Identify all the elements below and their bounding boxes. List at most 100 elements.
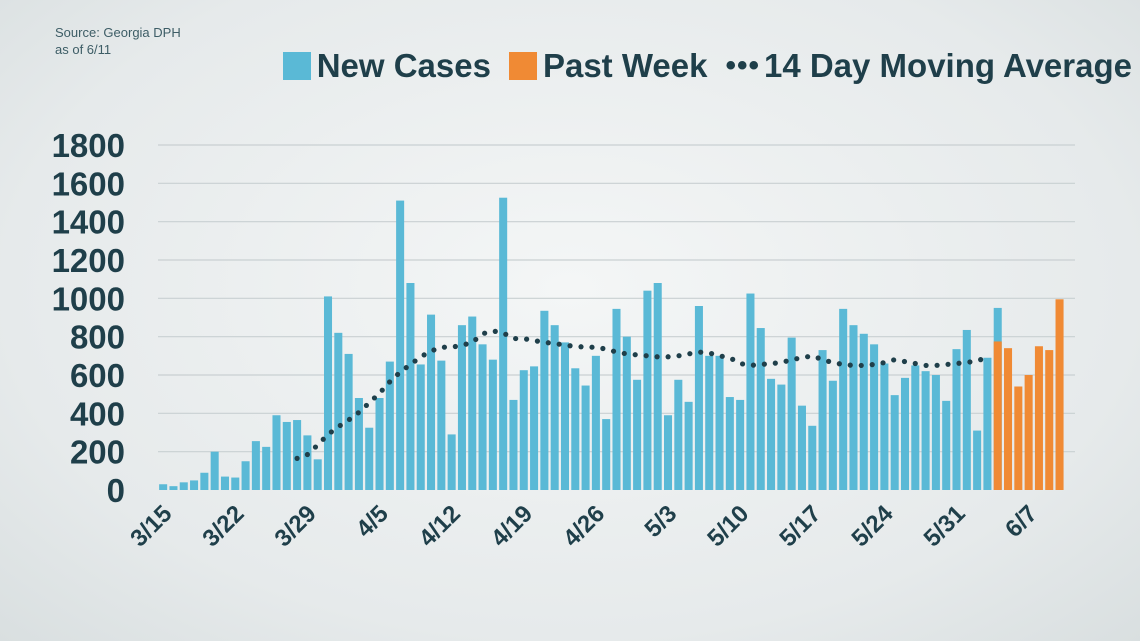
moving-average-dot xyxy=(891,357,897,363)
moving-average-dot xyxy=(730,356,736,362)
moving-average-dot xyxy=(847,362,853,368)
moving-average-dot xyxy=(473,336,479,343)
moving-average-dot xyxy=(320,436,326,442)
moving-average-dot xyxy=(772,360,778,366)
new-cases-bar xyxy=(653,283,662,490)
new-cases-bar xyxy=(344,353,353,490)
moving-average-dot xyxy=(431,347,437,353)
new-cases-bar xyxy=(633,379,642,490)
moving-average-dot xyxy=(513,335,519,342)
new-cases-bar xyxy=(303,435,312,490)
new-cases-bar xyxy=(684,401,693,490)
x-tick-label: 5/3 xyxy=(640,500,683,543)
moving-average-dot xyxy=(708,351,715,357)
new-cases-bar xyxy=(406,283,415,490)
moving-average-dot xyxy=(545,340,551,346)
moving-average-dot xyxy=(719,353,725,359)
new-cases-bar xyxy=(375,398,384,490)
moving-average-dot xyxy=(880,360,886,366)
new-cases-bar xyxy=(468,316,477,490)
moving-average-dot xyxy=(294,455,300,461)
y-tick-label: 600 xyxy=(70,357,125,394)
moving-average-dot xyxy=(750,362,757,368)
chart-legend: New Cases Past Week ••• 14 Day Moving Av… xyxy=(265,44,1132,88)
legend-item-new-cases: New Cases xyxy=(282,47,491,85)
moving-average-dot xyxy=(421,352,427,358)
new-cases-bar xyxy=(767,378,776,490)
new-cases-bar xyxy=(962,329,971,490)
moving-average-dot xyxy=(901,358,908,365)
moving-average-dot xyxy=(923,362,929,369)
moving-average-dot xyxy=(687,351,693,357)
new-cases-bar xyxy=(849,325,858,490)
moving-average-dot xyxy=(600,345,606,352)
new-cases-bar xyxy=(437,360,446,490)
x-tick-label: 3/22 xyxy=(197,500,249,552)
x-tick-label: 4/19 xyxy=(486,500,538,552)
new-cases-bar xyxy=(808,425,817,490)
x-tick-label: 5/24 xyxy=(847,500,900,553)
past-week-bar xyxy=(993,341,1002,490)
new-cases-bar xyxy=(911,365,920,490)
moving-average-dot xyxy=(452,343,458,350)
x-tick-label: 4/5 xyxy=(351,500,394,543)
new-cases-bar xyxy=(488,359,497,490)
new-cases-bar xyxy=(828,380,837,490)
new-cases-bar xyxy=(251,441,260,490)
x-axis-ticks: 3/15 3/22 3/29 4/5 4/12 4/19 4/26 5/3 5/10 5/17 5/… xyxy=(125,500,1043,553)
moving-average-dot xyxy=(654,354,660,360)
new-cases-bar xyxy=(900,377,910,490)
new-cases-bar xyxy=(540,310,549,490)
moving-average-dot xyxy=(912,360,918,367)
moving-average-dot xyxy=(386,379,393,385)
new-cases-bar xyxy=(756,328,765,490)
moving-average-dot xyxy=(463,341,469,347)
moving-average-dot xyxy=(805,354,811,360)
moving-average-dot xyxy=(934,362,940,368)
legend-dots-moving-average: ••• xyxy=(725,49,760,82)
moving-average-dot xyxy=(482,330,488,336)
new-cases-bar xyxy=(169,486,178,490)
past-week-bar xyxy=(1034,346,1043,490)
moving-average-dot xyxy=(403,365,409,371)
new-cases-bar xyxy=(365,427,374,490)
moving-average-dot xyxy=(956,360,962,366)
past-week-bars xyxy=(993,299,1064,490)
x-tick-label: 4/26 xyxy=(558,500,610,552)
moving-average-dot xyxy=(632,352,638,358)
moving-average-dot xyxy=(794,356,800,362)
new-cases-bar xyxy=(272,415,281,490)
new-cases-bar xyxy=(416,364,425,490)
moving-average-dot xyxy=(412,358,418,364)
x-tick-label: 3/15 xyxy=(125,500,177,552)
moving-average-dot xyxy=(395,371,401,378)
y-tick-label: 200 xyxy=(70,434,125,471)
new-cases-bar xyxy=(519,370,528,490)
x-tick-label: 5/10 xyxy=(702,500,754,552)
new-cases-bar xyxy=(509,399,518,490)
past-week-bar xyxy=(1014,386,1023,490)
new-cases-bar xyxy=(591,355,600,490)
new-cases-bar xyxy=(983,357,992,490)
new-cases-bar xyxy=(694,306,703,490)
new-cases-bar xyxy=(643,290,652,490)
x-tick-label: 5/31 xyxy=(919,500,971,552)
new-cases-bar xyxy=(736,399,745,490)
moving-average-dot xyxy=(945,361,951,367)
moving-average-dot xyxy=(836,361,842,367)
moving-average-dot xyxy=(826,358,832,364)
past-week-bar xyxy=(1055,299,1064,490)
new-cases-bar xyxy=(663,415,673,490)
new-cases-bar xyxy=(870,344,879,490)
x-tick-label: 5/17 xyxy=(774,500,826,552)
y-tick-label: 1400 xyxy=(52,204,125,241)
moving-average-dot xyxy=(328,429,334,435)
new-cases-bar xyxy=(241,461,250,490)
new-cases-bars xyxy=(159,197,1002,491)
new-cases-bar xyxy=(622,336,631,490)
new-cases-bar xyxy=(880,363,889,490)
y-tick-label: 800 xyxy=(70,319,125,356)
y-tick-label: 1000 xyxy=(52,280,125,317)
